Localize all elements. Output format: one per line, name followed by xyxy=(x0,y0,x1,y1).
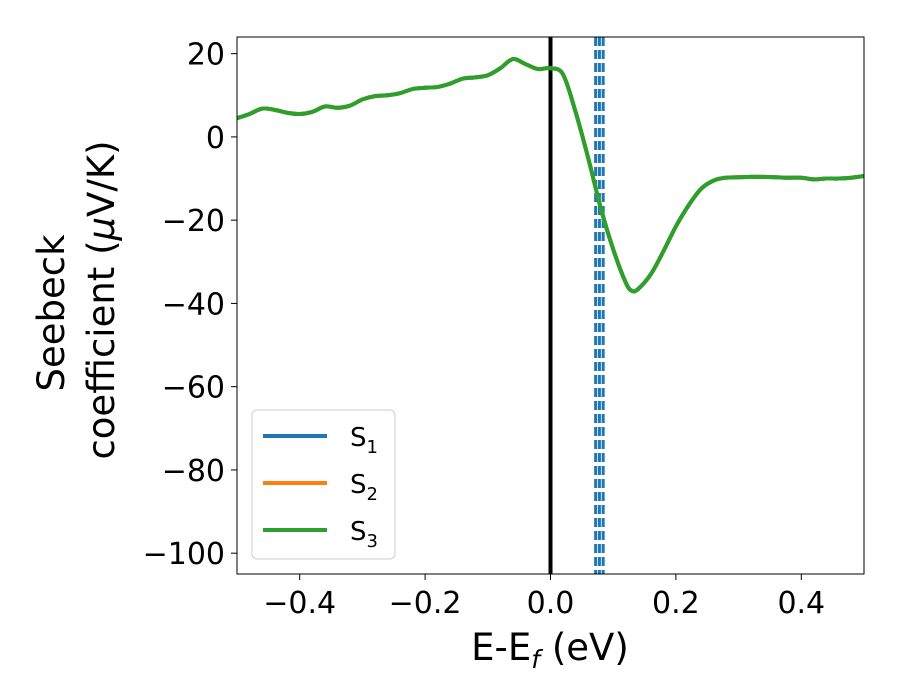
legend-label-s2: S2 xyxy=(350,470,378,505)
y-tick-label: −20 xyxy=(162,204,225,239)
y-axis-title-prefix: coefficient ( xyxy=(80,240,123,459)
y-axis-title-line2: coefficient (μV/K) xyxy=(80,140,123,459)
x-tick-label: −0.4 xyxy=(263,586,336,621)
x-tick-label: 0.4 xyxy=(777,586,825,621)
y-tick-label: 0 xyxy=(206,121,225,156)
x-axis-title-main: E-E xyxy=(471,626,531,669)
y-axis-title-line1: Seebeck xyxy=(30,234,73,392)
y-tick-label: −80 xyxy=(162,454,225,489)
y-axis-title-mu: μ xyxy=(80,217,123,242)
y-tick-label: −100 xyxy=(143,537,225,572)
y-tick-label: −60 xyxy=(162,371,225,406)
x-axis-title: E-Ef (eV) xyxy=(471,626,629,674)
y-tick-label: −40 xyxy=(162,287,225,322)
y-axis-title-suffix: V/K) xyxy=(80,140,123,216)
x-axis: −0.4 −0.2 0.0 0.2 0.4 xyxy=(263,574,825,621)
legend: S1 S2 S3 xyxy=(251,409,396,560)
x-tick-label: 0.2 xyxy=(652,586,700,621)
series-line-s3 xyxy=(237,57,864,294)
legend-label-s3: S3 xyxy=(350,517,378,552)
x-tick-label: −0.2 xyxy=(389,586,462,621)
x-axis-title-unit: (eV) xyxy=(540,626,629,669)
y-axis: 20 0 −20 −40 −60 −80 −100 xyxy=(143,38,237,572)
x-tick-label: 0.0 xyxy=(527,586,575,621)
legend-label-s1: S1 xyxy=(350,423,378,458)
plot-area xyxy=(237,37,864,574)
y-tick-label: 20 xyxy=(187,38,225,73)
